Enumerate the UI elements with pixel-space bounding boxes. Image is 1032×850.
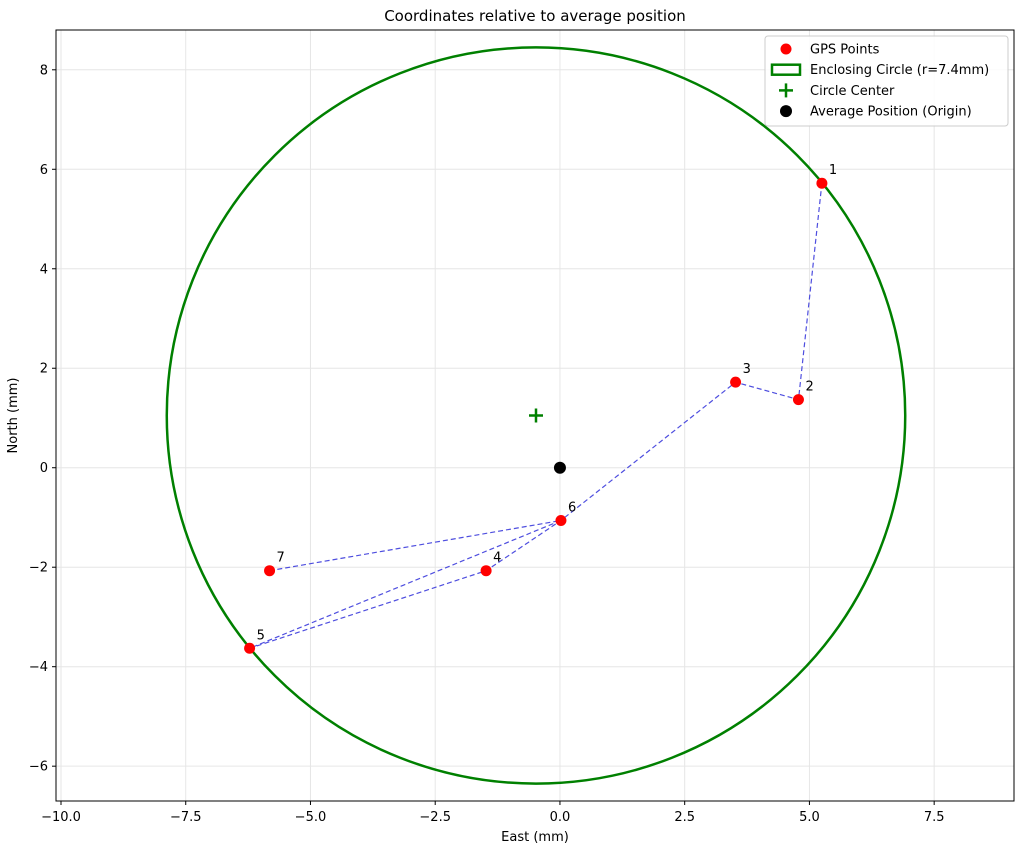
- y-tick-label: −6: [29, 760, 48, 775]
- average-position-marker: [553, 461, 566, 474]
- enclosing-circle: [165, 46, 907, 785]
- legend-circle-swatch: [770, 63, 802, 76]
- enclosing-circle-layer: [165, 46, 907, 785]
- path-layer: [249, 183, 823, 649]
- x-tick-label: −5.0: [295, 810, 327, 825]
- y-tick-label: −4: [29, 660, 48, 675]
- gps-point-label: 7: [277, 551, 285, 566]
- x-tick-label: 5.0: [799, 810, 820, 825]
- gps-point-label: 6: [568, 500, 576, 515]
- grid: [56, 30, 1014, 801]
- x-tick-label: −2.5: [419, 810, 451, 825]
- gps-point-label: 4: [493, 551, 501, 566]
- y-tick-label: 2: [40, 362, 48, 377]
- y-tick-label: 4: [40, 262, 48, 277]
- y-tick-label: 8: [40, 63, 48, 78]
- gps-point-label: 5: [257, 628, 265, 643]
- gps-path-line: [249, 183, 823, 649]
- legend: GPS Points Enclosing Circle (r=7.4mm) Circ…: [764, 35, 1009, 127]
- gps-point-marker: [792, 394, 804, 406]
- legend-label: GPS Points: [810, 43, 880, 58]
- x-tick-label: 7.5: [924, 810, 945, 825]
- legend-origin-marker: [780, 105, 792, 118]
- marker-layer: [244, 177, 828, 654]
- legend-label: Circle Center: [810, 84, 895, 99]
- x-tick-label: 2.5: [674, 810, 695, 825]
- y-axis-ticks: −6 −4 −2 0 2 4 6 8: [29, 63, 56, 775]
- gps-point-marker: [555, 514, 567, 526]
- gps-point-marker: [244, 642, 256, 654]
- gps-point-marker: [480, 565, 492, 577]
- x-tick-label: −10.0: [41, 810, 81, 825]
- circle-center-marker: [528, 408, 543, 423]
- gps-point-label: 1: [829, 163, 837, 178]
- y-axis-title: North (mm): [6, 378, 21, 454]
- chart-title: Coordinates relative to average position: [384, 7, 686, 25]
- point-label-layer: 1 2 3 4 5 6 7: [257, 163, 838, 643]
- gps-point-label: 3: [743, 362, 751, 377]
- gps-point-marker: [264, 565, 276, 577]
- gps-point-marker: [730, 376, 742, 388]
- x-tick-label: −7.5: [170, 810, 202, 825]
- y-tick-label: 0: [40, 461, 48, 476]
- legend-box: [764, 35, 1009, 127]
- x-axis-ticks: −10.0 −7.5 −5.0 −2.5 0.0 2.5 5.0 7.5: [41, 801, 945, 825]
- x-axis-title: East (mm): [501, 830, 569, 845]
- x-tick-label: 0.0: [550, 810, 571, 825]
- y-tick-label: −2: [29, 561, 48, 576]
- gps-point-label: 2: [805, 380, 813, 395]
- legend-label: Enclosing Circle (r=7.4mm): [810, 63, 989, 78]
- legend-label: Average Position (Origin): [810, 105, 972, 120]
- plot-frame: [55, 29, 1015, 802]
- gps-point-marker: [816, 177, 828, 189]
- y-tick-label: 6: [40, 163, 48, 178]
- legend-gps-marker: [780, 43, 792, 55]
